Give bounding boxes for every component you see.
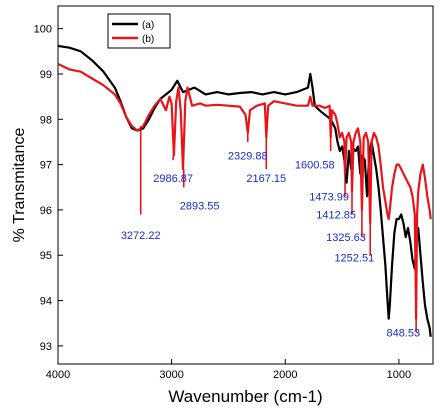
- y-tick-label: 93: [40, 341, 52, 353]
- peak-annotation-label: 2986.87: [153, 173, 193, 185]
- peak-annotation-label: 1252.51: [334, 253, 374, 265]
- x-tick-label: 4000: [46, 369, 70, 381]
- peak-annotation-label: 1473.99: [309, 191, 349, 203]
- annotation-labels: 3272.22 2986.87 2893.55 2329.88 2167.15 1600.…: [121, 151, 420, 340]
- x-tick-label: 2000: [273, 369, 297, 381]
- series-lines: [57, 44, 432, 337]
- y-tick-label: 99: [40, 69, 52, 81]
- x-tick-label: 3000: [159, 369, 183, 381]
- legend-label: (a): [142, 20, 154, 31]
- peak-annotation-label: 848.53: [386, 327, 420, 339]
- plot-frame: [57, 5, 434, 365]
- x-tick-label: 1000: [387, 369, 411, 381]
- peak-annotation-label: 2329.88: [228, 151, 268, 163]
- axis-ticks: 4000 3000 2000 1000 100 99 98 97 96 95 94 93: [34, 24, 412, 381]
- peak-annotation-label: 2893.55: [180, 200, 220, 212]
- y-tick-label: 100: [34, 24, 52, 36]
- peak-annotation-label: 1600.58: [295, 160, 335, 172]
- plot-area-border: [57, 5, 434, 365]
- y-tick-label: 96: [40, 205, 52, 217]
- x-axis-title: Wavenumber (cm-1): [168, 387, 322, 406]
- series-line-b: [57, 63, 432, 320]
- legend-box: [107, 13, 171, 49]
- y-tick-label: 97: [40, 160, 52, 172]
- annotation-lines: [139, 126, 417, 333]
- peak-annotation-label: 1412.85: [316, 209, 356, 221]
- peak-annotation-label: 3272.22: [121, 230, 161, 242]
- legend: (a) (b): [107, 13, 171, 49]
- y-tick-label: 98: [40, 114, 52, 126]
- peak-annotation-label: 2167.15: [246, 173, 286, 185]
- legend-label: (b): [142, 34, 154, 45]
- peak-annotation-label: 1325.63: [326, 232, 366, 244]
- series-line-a: [57, 44, 432, 337]
- y-axis-title: % Transmitance: [11, 128, 28, 243]
- y-tick-label: 94: [40, 296, 52, 308]
- y-tick-label: 95: [40, 250, 52, 262]
